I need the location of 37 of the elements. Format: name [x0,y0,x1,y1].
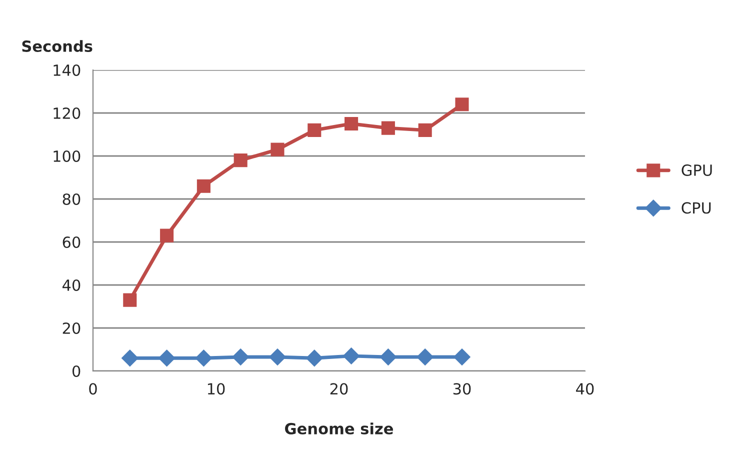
y-tick-label: 120 [54,107,80,120]
point [418,123,432,137]
y-tick-label: 20 [62,322,80,334]
y-tick-label: 140 [54,64,80,76]
point [160,228,174,242]
x-tick-label: 40 [576,383,594,395]
point [306,350,323,366]
point [416,348,434,366]
x-tick-label: 20 [330,383,348,395]
point [380,348,397,366]
point [234,154,248,168]
point [158,350,176,366]
point [454,348,470,366]
point [232,348,249,366]
x-tick-label: 10 [208,383,225,395]
point [381,121,395,135]
point [269,348,286,366]
point [196,179,210,193]
point [308,123,322,137]
point [455,98,469,112]
x-axis-title: Genome size [285,422,393,434]
x-tick-label: 0 [89,383,97,395]
point [195,350,212,366]
y-tick-label: 80 [62,193,80,206]
point [122,350,138,366]
point [344,116,358,131]
y-axis-title: Seconds [22,40,92,52]
legend-label: CPU [682,202,711,214]
point [123,293,137,307]
y-tick-label: 60 [62,236,80,248]
point [342,348,360,364]
y-tick-label: 0 [72,365,80,378]
legend-label: GPU [682,164,712,176]
y-tick-label: 100 [54,150,80,162]
x-tick-label: 30 [453,383,471,395]
y-tick-label: 40 [62,279,80,292]
point [270,142,284,156]
